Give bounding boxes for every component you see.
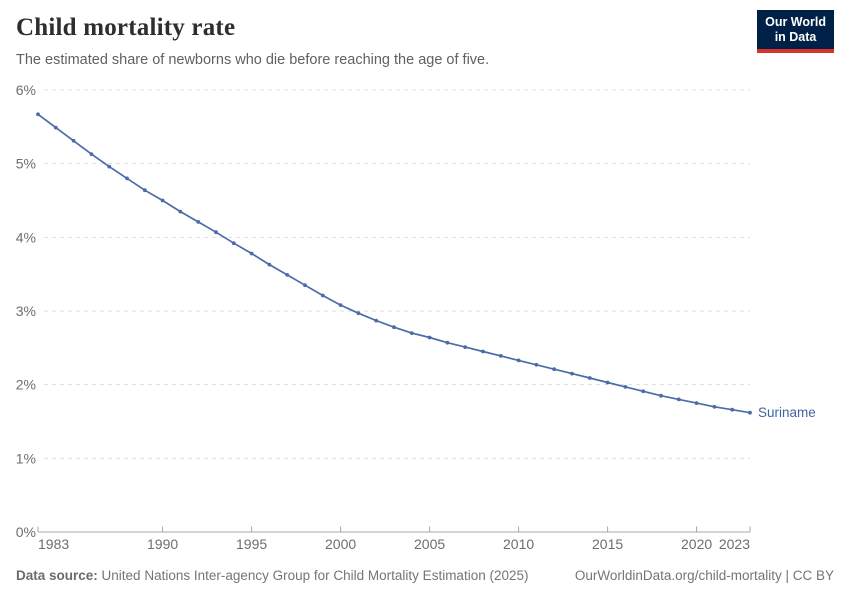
x-axis-label-2015: 2015 <box>592 536 623 552</box>
owid-logo[interactable]: Our World in Data <box>757 10 834 53</box>
owid-logo-line1: Our World <box>765 15 826 29</box>
data-source-label: Data source: <box>16 568 98 583</box>
footer-url: OurWorldinData.org/child-mortality <box>574 568 782 583</box>
x-axis-label-2010: 2010 <box>503 536 534 552</box>
y-axis-label-0%: 0% <box>16 524 36 540</box>
data-point-1993[interactable] <box>214 230 218 235</box>
data-point-1988[interactable] <box>125 176 129 181</box>
x-axis-label-2023: 2023 <box>719 536 750 552</box>
data-point-2022[interactable] <box>730 407 735 412</box>
series-line-suriname[interactable] <box>37 113 751 414</box>
data-source-text: United Nations Inter-agency Group for Ch… <box>101 568 529 583</box>
data-point-2001[interactable] <box>356 311 361 316</box>
data-point-2003[interactable] <box>392 325 396 330</box>
data-point-1996[interactable] <box>267 262 272 267</box>
data-point-2019[interactable] <box>676 397 681 402</box>
x-axis-label-1983: 1983 <box>38 536 69 552</box>
data-point-1991[interactable] <box>178 209 183 214</box>
data-point-2020[interactable] <box>694 401 699 405</box>
data-point-2011[interactable] <box>534 362 539 367</box>
data-point-2005[interactable] <box>427 335 432 340</box>
data-point-1999[interactable] <box>320 293 325 298</box>
data-point-2016[interactable] <box>623 385 628 389</box>
y-axis-label-6%: 6% <box>16 82 36 98</box>
data-point-1983[interactable] <box>36 112 40 117</box>
data-point-1985[interactable] <box>71 138 76 143</box>
footer-license: CC BY <box>792 568 834 583</box>
data-point-1997[interactable] <box>285 273 290 277</box>
data-point-1995[interactable] <box>249 251 254 256</box>
data-point-1994[interactable] <box>231 241 236 246</box>
footer-separator: | <box>781 568 793 583</box>
chart-footer: Data source: United Nations Inter-agency… <box>16 568 834 583</box>
data-point-1984[interactable] <box>53 125 58 130</box>
y-axis-label-1%: 1% <box>16 450 36 466</box>
data-point-2013[interactable] <box>570 371 574 376</box>
data-point-2015[interactable] <box>605 380 610 385</box>
footer-citation: OurWorldinData.org/child-mortality | CC … <box>575 568 834 583</box>
page-title: Child mortality rate <box>16 14 236 41</box>
data-point-2010[interactable] <box>516 358 521 363</box>
x-axis-label-2005: 2005 <box>414 536 445 552</box>
series-end-label-suriname[interactable]: Suriname <box>758 405 816 420</box>
chart-subtitle: The estimated share of newborns who die … <box>16 52 490 68</box>
data-point-2008[interactable] <box>481 349 485 354</box>
data-point-2012[interactable] <box>552 367 557 372</box>
data-point-2004[interactable] <box>409 331 414 335</box>
data-point-2009[interactable] <box>498 354 503 358</box>
data-point-2021[interactable] <box>712 404 717 409</box>
x-axis-label-1995: 1995 <box>236 536 267 552</box>
data-point-2007[interactable] <box>463 345 468 349</box>
data-point-2002[interactable] <box>374 318 379 323</box>
data-point-1987[interactable] <box>107 164 112 169</box>
data-point-2017[interactable] <box>641 389 646 394</box>
data-point-1989[interactable] <box>142 188 147 193</box>
data-point-1986[interactable] <box>89 152 94 157</box>
x-axis-label-2000: 2000 <box>325 536 356 552</box>
data-point-2018[interactable] <box>659 393 663 398</box>
data-point-2023[interactable] <box>748 410 752 415</box>
owid-logo-line2: in Data <box>774 29 817 44</box>
data-source-note: Data source: United Nations Inter-agency… <box>16 568 528 583</box>
y-axis-label-4%: 4% <box>16 229 36 245</box>
data-point-2006[interactable] <box>445 340 450 345</box>
y-axis-label-3%: 3% <box>16 303 36 319</box>
data-point-1990[interactable] <box>160 198 165 203</box>
x-axis-label-1990: 1990 <box>147 536 178 552</box>
y-axis-label-5%: 5% <box>16 156 36 172</box>
data-point-1998[interactable] <box>303 283 307 288</box>
data-point-2014[interactable] <box>587 376 592 380</box>
y-axis-label-2%: 2% <box>16 377 36 393</box>
x-axis-label-2020: 2020 <box>681 536 712 552</box>
data-point-2000[interactable] <box>338 303 343 307</box>
data-point-1992[interactable] <box>196 220 201 224</box>
